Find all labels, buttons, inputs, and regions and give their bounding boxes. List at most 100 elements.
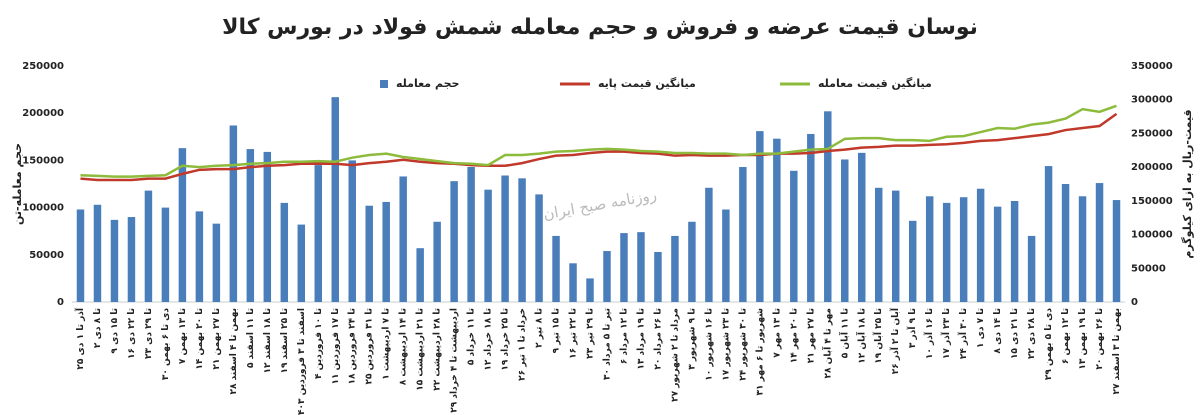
x-tick-label: ۱۹ تا ۲۵ آبان — [872, 308, 884, 364]
bar — [76, 209, 85, 302]
x-tick-label: ۱۲ تا ۱۸ خرداد — [484, 308, 494, 371]
x-tick-label: ۱۲ تا ۱۸ آبان — [855, 308, 867, 364]
x-tick-label: ۱۵ تا ۲۱ دی — [1010, 308, 1020, 359]
bar — [841, 159, 849, 302]
y2-tick-label: 350000 — [1131, 61, 1173, 72]
x-tick-label: ۵ تا ۱۱ آبان — [838, 308, 850, 358]
watermark: روزنامه صبح ایران — [542, 186, 658, 224]
x-tick-label: ۲۸ مهر تا ۴ آبان — [821, 308, 833, 378]
y2-tick-label: 200000 — [1131, 162, 1173, 173]
bar — [382, 201, 390, 302]
bar — [501, 175, 509, 302]
legend-label: میانگین قیمت پایه — [598, 77, 696, 90]
bar — [1010, 200, 1019, 302]
x-tick-label: ۱۰ تا ۱۶ آذر — [923, 308, 935, 359]
bar — [705, 187, 713, 302]
bar — [535, 194, 543, 302]
bar — [942, 202, 951, 302]
bar — [484, 189, 492, 302]
x-tick-label: ۲۲ تا ۲۸ اردیبهشت — [433, 308, 443, 391]
x-tick-label: ۱۶ تا ۲۲ تیر — [569, 308, 579, 359]
x-tick-label: ۷ تا ۱۳ مهر — [772, 308, 782, 358]
bar — [925, 196, 934, 302]
x-tick-label: ۴ تا ۱۰ فروردین — [314, 308, 324, 379]
x-tick-label: ۳۱ شهریور تا ۶ مهر — [755, 308, 765, 396]
x-tick-label: ۹ تا ۱۵ تیر — [552, 308, 562, 353]
x-tick-label: ۸ تا ۱۴ اردیبهشت — [399, 308, 409, 385]
x-tick-label: ۲۶ اسفند تا ۳ فروردین ۱۴۰۳ — [297, 308, 307, 415]
bar — [637, 232, 645, 302]
bar — [756, 131, 764, 302]
chart-title: نوسان قیمت عرضه و فروش و حجم معامله شمش … — [222, 15, 978, 40]
bar — [433, 221, 441, 302]
bar — [671, 235, 679, 302]
x-tick-label: ۲۱ تا ۲۷ بهمن — [212, 308, 222, 370]
x-tick-label: ۲۰ تا ۲۶ بهمن — [1095, 308, 1105, 370]
bar — [603, 251, 611, 302]
x-tick-label: ۲۶ آبان تا ۲ آذر — [889, 307, 901, 374]
bar — [450, 181, 458, 302]
x-tick-label: ۵ تا ۱۱ اسفند — [246, 308, 256, 368]
x-tick-label: ۱۷ تا ۲۳ آذر — [940, 308, 952, 359]
bar — [195, 211, 204, 302]
x-tick-label: ۳ تا ۹ آذر — [906, 308, 918, 348]
bar — [518, 178, 526, 302]
x-tick-label: ۹ تا ۱۵ دی — [110, 308, 120, 354]
bar — [552, 235, 560, 302]
y-tick-label: 200000 — [22, 108, 64, 119]
bar — [858, 152, 866, 302]
x-tick-label: ۶ تا ۱۲ بهمن — [1061, 308, 1071, 364]
bar — [1027, 235, 1036, 302]
x-tick-label: ۲۳ تا ۲۹ دی — [144, 308, 154, 359]
bar — [959, 197, 968, 302]
x-tick-label: ۳ تا ۹ شهریور — [687, 308, 697, 370]
x-tick-label: ۱۱ تا ۱۷ فروردین — [331, 308, 341, 385]
bar — [212, 223, 221, 302]
y2-tick-label: 250000 — [1131, 128, 1173, 139]
y-tick-label: 150000 — [22, 155, 64, 166]
y2-tick-label: 0 — [1131, 297, 1138, 308]
x-tick-label: ۲۸ بهمن تا ۴ اسفند — [229, 308, 239, 395]
x-tick-label: ۲۷ بهمن تا ۳ اسفند — [1112, 308, 1122, 395]
bar — [348, 160, 356, 302]
y2-axis-title: قیمت-ریال به ازای کیلوگرم — [1181, 109, 1194, 258]
x-tick-label: ۱ تا ۷ دی — [976, 308, 986, 348]
x-tick-label: ۱۲ تا ۱۸ اسفند — [263, 308, 273, 373]
bar — [790, 170, 798, 302]
bar — [127, 217, 136, 302]
x-tick-label: ۲ تا ۸ تیر — [535, 308, 545, 348]
x-tick-label: ۱۴ تا ۲۰ مهر — [789, 308, 799, 363]
bar — [739, 167, 747, 302]
y-axis-title: حجم معامله-تن — [11, 143, 24, 225]
bar — [569, 263, 577, 302]
bar — [178, 148, 187, 302]
y2-tick-label: 150000 — [1131, 196, 1173, 207]
bar — [93, 204, 102, 302]
x-tick-label: ۲۹ اردیبهشت تا ۴ خرداد — [450, 308, 460, 413]
line — [80, 112, 1118, 182]
line — [80, 104, 1117, 178]
x-tick-label: ۲۱ تا ۲۷ مهر — [806, 308, 816, 363]
x-tick-label: ۱۷ تا ۲۳ شهریور — [721, 308, 731, 381]
bar — [144, 190, 153, 302]
x-tick-label: ۲۵ تا ۳۱ فروردین — [365, 308, 375, 385]
legend-label: حجم معامله — [396, 77, 459, 90]
x-tick-label: ۱۵ تا ۲۱ اردیبهشت — [416, 308, 426, 391]
legend-marker — [380, 80, 388, 88]
bar — [314, 165, 323, 302]
bar — [297, 224, 306, 302]
bar — [365, 205, 373, 302]
x-tick-label: ۱۳ تا ۱۹ مرداد — [636, 308, 646, 370]
bar — [586, 278, 594, 302]
bar — [773, 138, 781, 302]
x-tick-label: ۲۹ دی تا ۵ بهمن — [1044, 308, 1054, 380]
bar — [110, 219, 119, 302]
y-tick-label: 0 — [57, 297, 64, 308]
bar — [399, 176, 407, 302]
bar — [976, 188, 985, 302]
y2-tick-label: 50000 — [1131, 263, 1166, 274]
bar — [1112, 200, 1121, 302]
bar — [280, 202, 289, 302]
x-tick-label: ۸ تا ۱۴ دی — [993, 308, 1003, 354]
